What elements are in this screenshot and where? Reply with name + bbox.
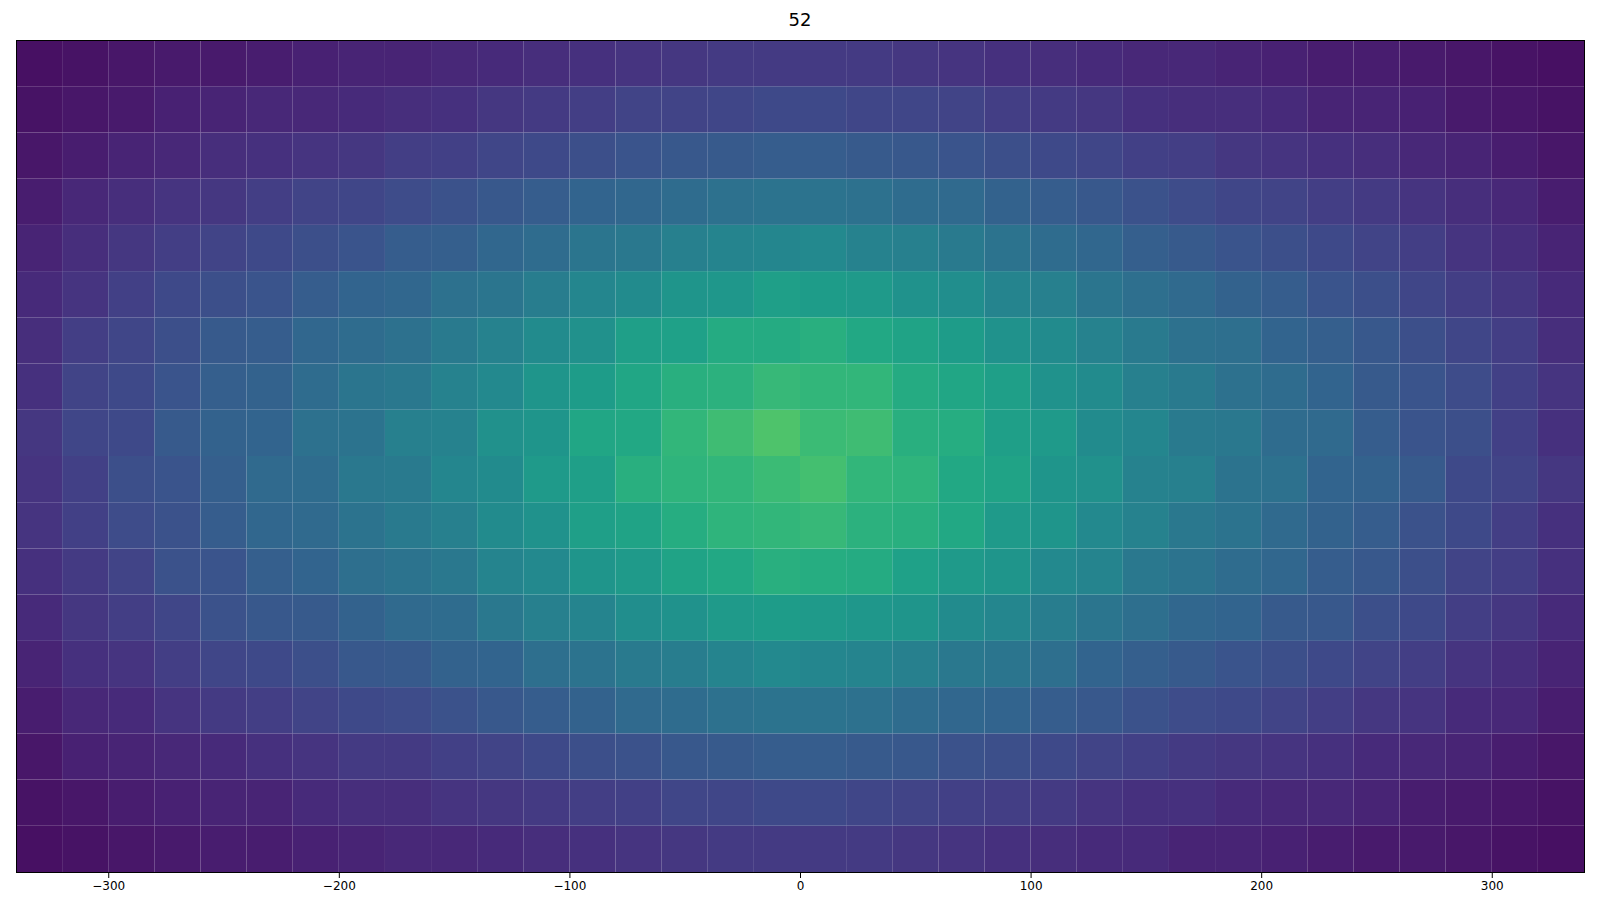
svg-text:−200: −200 [323, 879, 356, 893]
svg-text:100: 100 [1020, 879, 1043, 893]
svg-text:300: 300 [1481, 879, 1504, 893]
svg-text:0: 0 [797, 879, 805, 893]
svg-text:200: 200 [1250, 879, 1273, 893]
svg-text:−300: −300 [92, 879, 125, 893]
svg-text:−100: −100 [553, 879, 586, 893]
html-text:52: 52 [788, 9, 812, 30]
